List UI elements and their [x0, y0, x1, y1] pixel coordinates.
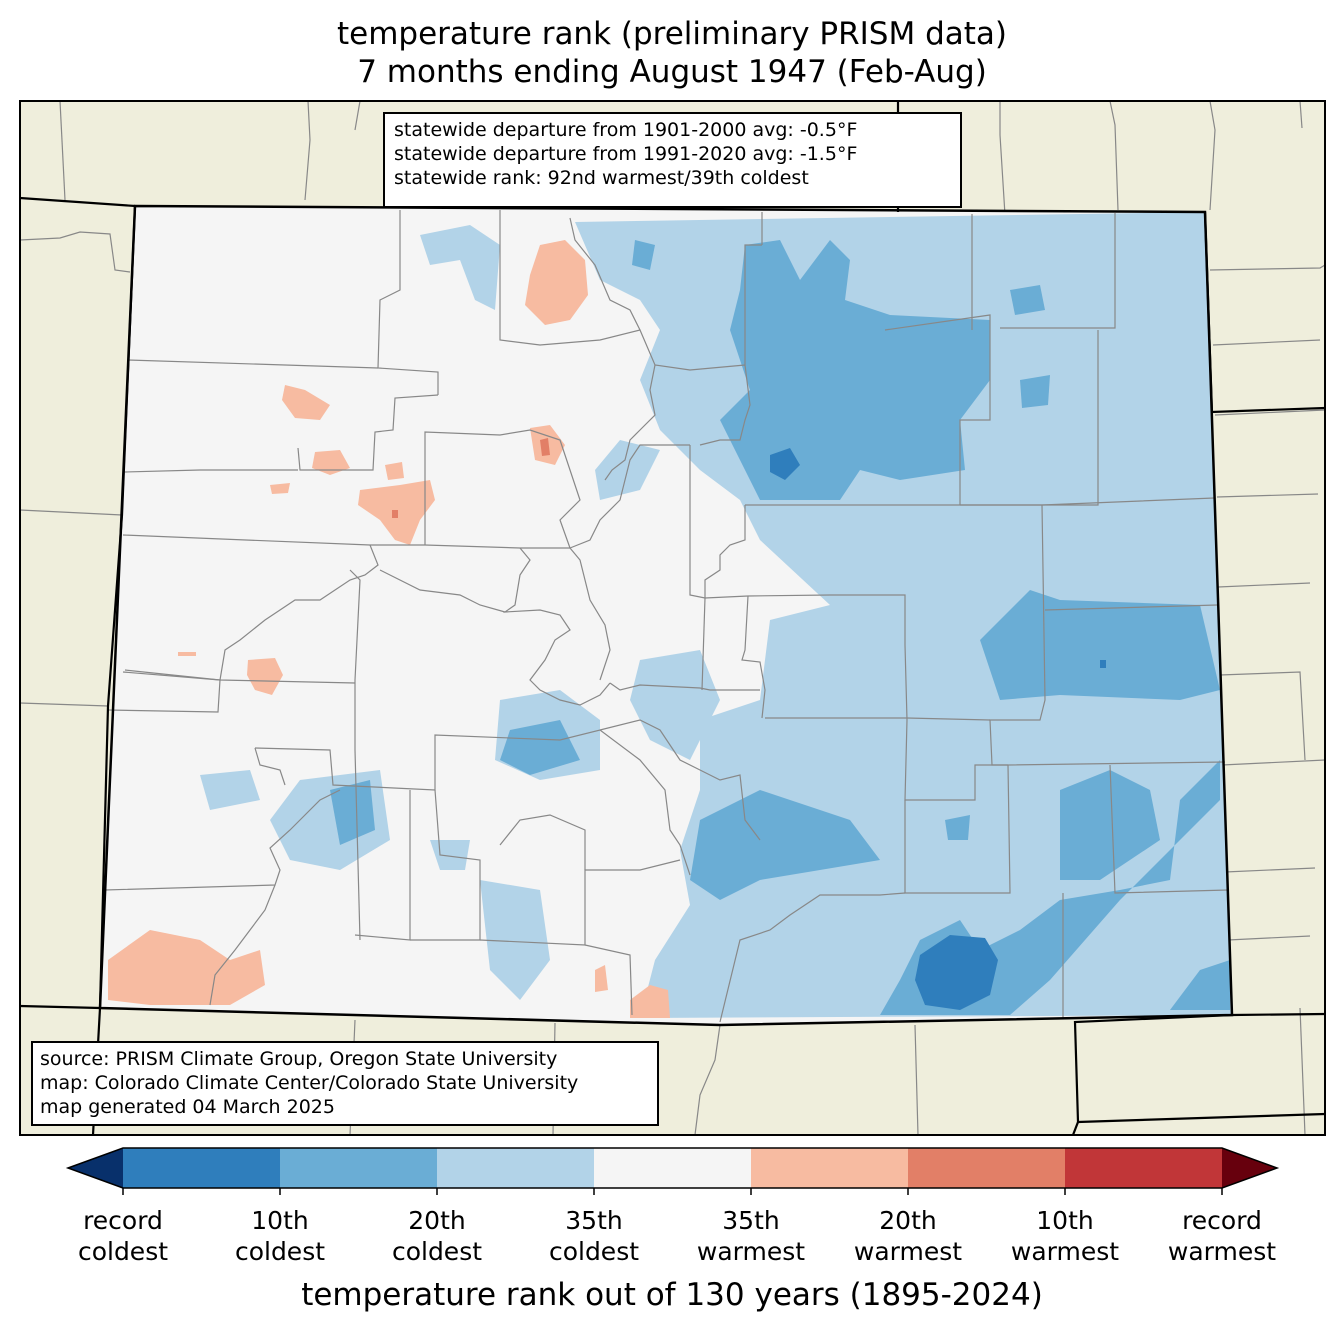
- stats-line-rank: statewide rank: 92nd warmest/39th coldes…: [394, 167, 809, 189]
- tick-label-line1: record: [83, 1206, 163, 1235]
- colorbar-segment: [437, 1148, 595, 1188]
- colorbar-segment: [1065, 1148, 1223, 1188]
- colorbar-tick-label: record warmest: [1142, 1205, 1302, 1267]
- county-boundaries: [104, 210, 1229, 1023]
- colorado-state-border: [98, 204, 1234, 1027]
- tick-label-line2: coldest: [77, 1237, 169, 1266]
- tick-label-line1: 35th: [565, 1206, 623, 1235]
- colorbar-segment: [908, 1148, 1066, 1188]
- colorbar-segment: [123, 1148, 281, 1188]
- source-credits-box: source: PRISM Climate Group, Oregon Stat…: [31, 1041, 659, 1126]
- map-title: temperature rank (preliminary PRISM data…: [336, 16, 1007, 52]
- tick-label-line1: 20th: [879, 1206, 937, 1235]
- tick-label-line2: warmest: [1010, 1237, 1120, 1266]
- colorbar-extend-cold-arrow: [68, 1148, 123, 1188]
- tick-label-line2: warmest: [1167, 1237, 1277, 1266]
- stats-line-1901-2000: statewide departure from 1901-2000 avg: …: [394, 119, 858, 141]
- colorbar-segment: [280, 1148, 438, 1188]
- source-line: source: PRISM Climate Group, Oregon Stat…: [40, 1048, 558, 1070]
- tick-label-line2: coldest: [234, 1237, 326, 1266]
- map-subtitle: 7 months ending August 1947 (Feb-Aug): [357, 54, 987, 90]
- cold-20th-regions: [330, 240, 1230, 1015]
- colorbar-segment: [751, 1148, 909, 1188]
- colorbar-title: temperature rank out of 130 years (1895-…: [301, 1277, 1043, 1313]
- colorbar-tick-label: 20th coldest: [357, 1205, 517, 1267]
- tick-label-line1: 10th: [251, 1206, 309, 1235]
- colorbar-tick-label: 10th coldest: [200, 1205, 360, 1267]
- map-frame: [19, 100, 1326, 1136]
- colorbar-tick-label: 10th warmest: [985, 1205, 1145, 1267]
- colorbar-tick-label: 20th warmest: [828, 1205, 988, 1267]
- colorbar: [65, 1147, 1280, 1195]
- tick-label-line2: warmest: [696, 1237, 806, 1266]
- colorbar-segment: [594, 1148, 752, 1188]
- tick-label-line2: coldest: [548, 1237, 640, 1266]
- statewide-stats-box: statewide departure from 1901-2000 avg: …: [383, 112, 962, 208]
- warm-20th-regions: [392, 438, 550, 518]
- stats-line-1991-2020: statewide departure from 1991-2020 avg: …: [394, 143, 858, 165]
- cold-10th-regions: [770, 448, 1106, 1010]
- colorbar-extend-warm-arrow: [1222, 1148, 1277, 1188]
- tick-label-line1: 10th: [1036, 1206, 1094, 1235]
- colorbar-tick-label: 35th coldest: [514, 1205, 674, 1267]
- map-credit-line: map: Colorado Climate Center/Colorado St…: [40, 1072, 579, 1094]
- tick-label-line1: 20th: [408, 1206, 466, 1235]
- tick-label-line1: 35th: [722, 1206, 780, 1235]
- tick-label-line2: warmest: [853, 1237, 963, 1266]
- tick-label-line2: coldest: [391, 1237, 483, 1266]
- generated-date-line: map generated 04 March 2025: [40, 1096, 335, 1118]
- colorbar-tick-label: 35th warmest: [671, 1205, 831, 1267]
- tick-label-line1: record: [1182, 1206, 1262, 1235]
- colorbar-tick-label: record coldest: [43, 1205, 203, 1267]
